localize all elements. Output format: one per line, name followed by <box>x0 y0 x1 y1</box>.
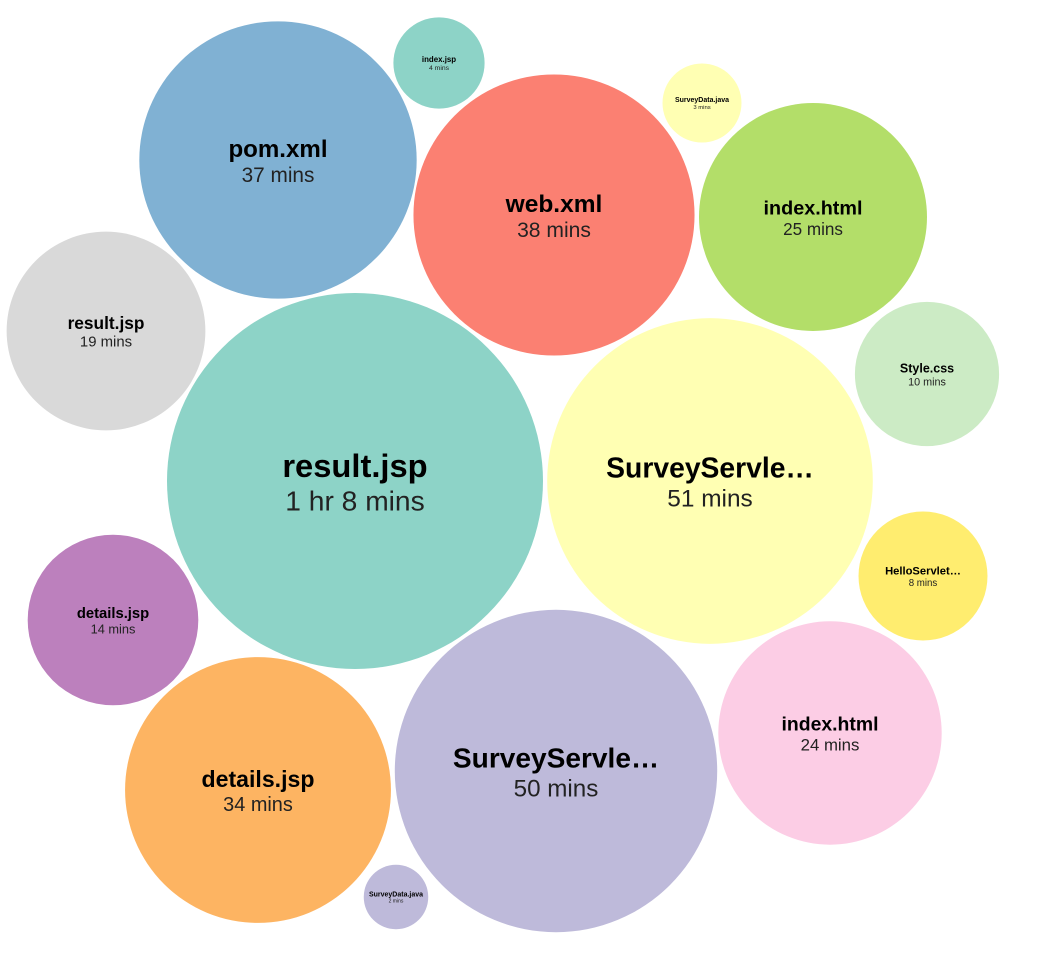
bubble[interactable]: SurveyServle…50 mins <box>394 609 718 933</box>
bubble-label: web.xml <box>505 191 603 218</box>
bubble-label: pom.xml <box>228 136 327 163</box>
bubble-label: details.jsp <box>202 766 315 792</box>
bubble-duration: 38 mins <box>517 219 591 242</box>
bubble-label: Style.css <box>900 361 954 375</box>
bubble-label: SurveyServle… <box>453 742 659 773</box>
bubble-duration: 1 hr 8 mins <box>285 485 424 517</box>
bubble-label: result.jsp <box>282 447 427 484</box>
bubble-circle <box>6 231 206 431</box>
bubble-duration: 19 mins <box>80 335 132 351</box>
bubble-circle <box>413 74 695 356</box>
bubble[interactable]: SurveyServle… 51 mins <box>547 318 873 644</box>
bubble-label: index.jsp <box>422 55 456 64</box>
bubble-label: SurveyData.java <box>675 97 729 104</box>
bubble-circle <box>393 17 485 109</box>
bubble-label: SurveyData.java <box>369 891 423 898</box>
bubble-duration: 25 mins <box>783 220 843 239</box>
bubble-circle <box>167 293 543 669</box>
bubble-circle <box>394 609 718 933</box>
bubble-duration: 37 mins <box>242 164 315 187</box>
bubble-duration: 4 mins <box>429 65 450 72</box>
bubble-label: index.html <box>764 197 863 219</box>
bubble[interactable]: result.jsp 19 mins <box>6 231 206 431</box>
bubble-label: result.jsp <box>68 313 145 333</box>
bubble-duration: 24 mins <box>801 736 860 755</box>
bubble-duration: 51 mins <box>667 486 752 513</box>
bubble-circle <box>139 21 417 299</box>
bubble-duration: 34 mins <box>223 794 293 816</box>
bubble-label: SurveyServle… <box>606 451 814 483</box>
bubble-circle <box>858 511 988 641</box>
bubble-circle <box>363 864 429 930</box>
bubble[interactable]: HelloServlet…8 mins <box>858 511 988 641</box>
bubble-circle <box>125 657 391 923</box>
bubble-duration: 8 mins <box>909 578 938 589</box>
bubble-duration: 14 mins <box>91 621 136 636</box>
bubble-duration: 10 mins <box>908 376 946 388</box>
bubble-circle <box>662 63 742 143</box>
bubble-circle <box>27 534 199 706</box>
bubble-label: HelloServlet… <box>885 566 961 578</box>
bubble-duration: 3 mins <box>693 105 710 111</box>
bubble-circle <box>718 621 942 845</box>
bubble-duration: 50 mins <box>514 775 599 802</box>
bubble-circle <box>699 103 927 331</box>
bubble-duration: 2 mins <box>389 898 404 904</box>
bubble-circle <box>547 318 873 644</box>
bubble-circle <box>854 301 1000 447</box>
bubble-label: index.html <box>782 713 879 735</box>
bubble-label: details.jsp <box>77 606 149 622</box>
